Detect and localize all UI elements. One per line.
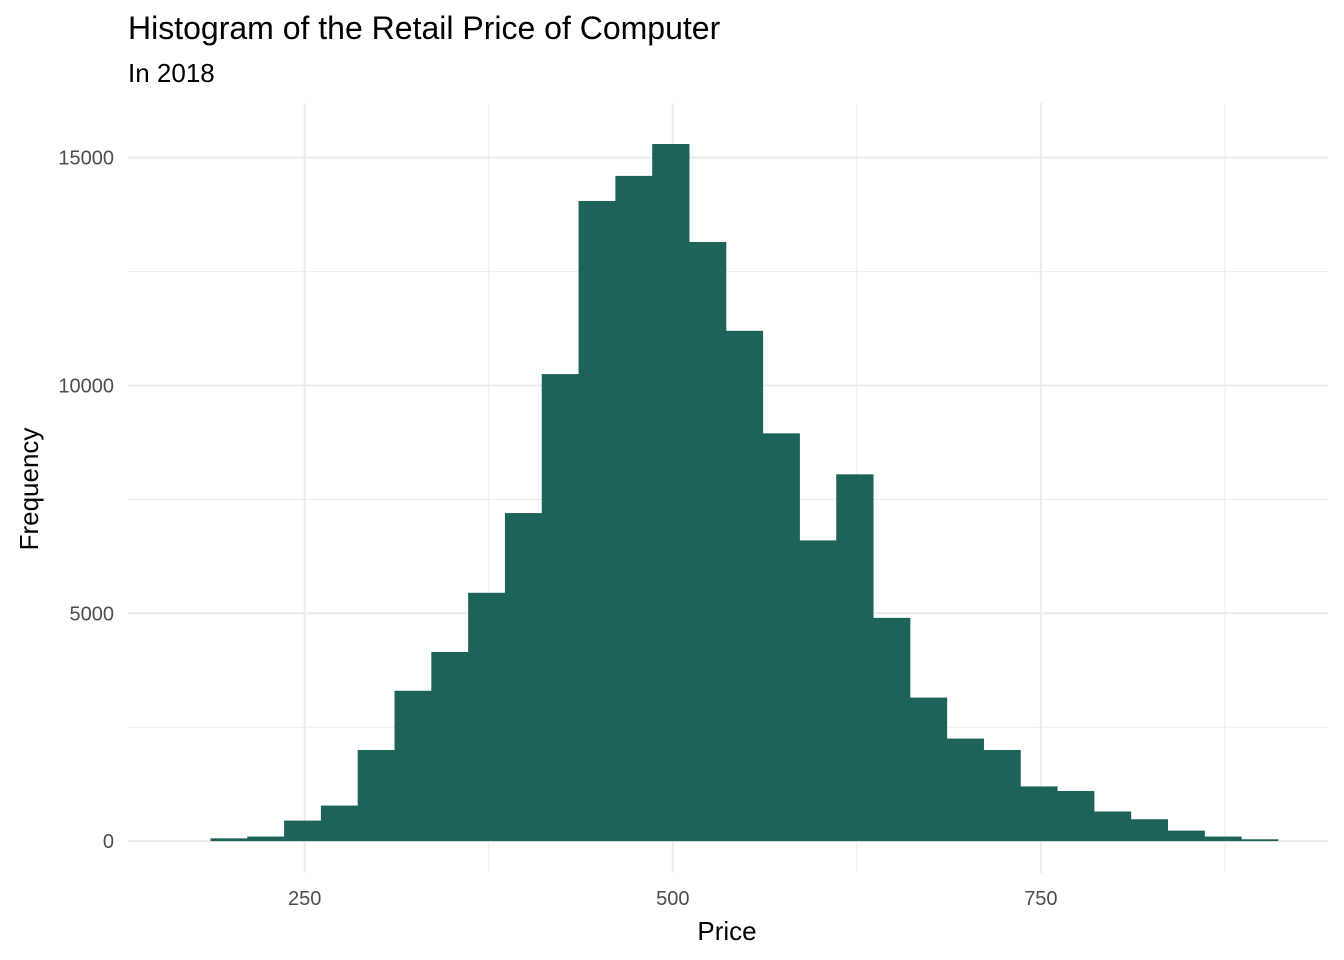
y-tick-label: 15000 xyxy=(58,148,114,170)
histogram-bar xyxy=(873,617,911,842)
histogram-bar xyxy=(1167,830,1205,842)
histogram-bar xyxy=(909,697,948,842)
chart-title: Histogram of the Retail Price of Compute… xyxy=(128,10,721,46)
histogram-bar xyxy=(1130,819,1169,842)
histogram-bar xyxy=(615,175,653,842)
histogram-bar xyxy=(652,144,690,842)
chart-subtitle: In 2018 xyxy=(128,58,215,88)
histogram-bar xyxy=(762,433,800,842)
histogram-bar xyxy=(725,330,764,842)
histogram-bar xyxy=(394,690,432,842)
histogram-bar xyxy=(357,749,396,842)
histogram-bar xyxy=(578,200,616,842)
tick-layer: 250 500 750 0 5000 10000 15000 xyxy=(58,148,1057,910)
histogram-bar xyxy=(468,592,506,842)
y-axis-label: Frequency xyxy=(14,428,44,551)
histogram-bar xyxy=(431,652,469,842)
x-tick-label: 500 xyxy=(656,888,689,910)
histogram-bar xyxy=(247,836,285,842)
x-tick-label: 250 xyxy=(288,888,321,910)
y-tick-label: 5000 xyxy=(70,603,115,625)
histogram-bar xyxy=(504,513,543,842)
histogram-bar xyxy=(983,749,1021,842)
histogram-bar xyxy=(1020,786,1058,842)
histogram-bar xyxy=(946,738,984,842)
histogram-bar xyxy=(799,540,837,842)
histogram-bar xyxy=(210,838,248,842)
bar-layer xyxy=(210,144,1279,842)
histogram-bar xyxy=(836,474,874,842)
histogram-bar xyxy=(541,374,580,842)
histogram-bar xyxy=(1204,836,1242,842)
y-tick-label: 10000 xyxy=(58,375,114,397)
histogram-bar xyxy=(1057,790,1095,842)
histogram-bar xyxy=(1241,839,1279,842)
x-axis-label: Price xyxy=(697,916,756,946)
x-tick-label: 750 xyxy=(1024,888,1057,910)
histogram-bar xyxy=(284,820,322,842)
histogram-bar xyxy=(1093,811,1132,842)
histogram-bar xyxy=(688,241,727,842)
y-tick-label: 0 xyxy=(103,831,114,853)
histogram-bar xyxy=(320,805,359,842)
